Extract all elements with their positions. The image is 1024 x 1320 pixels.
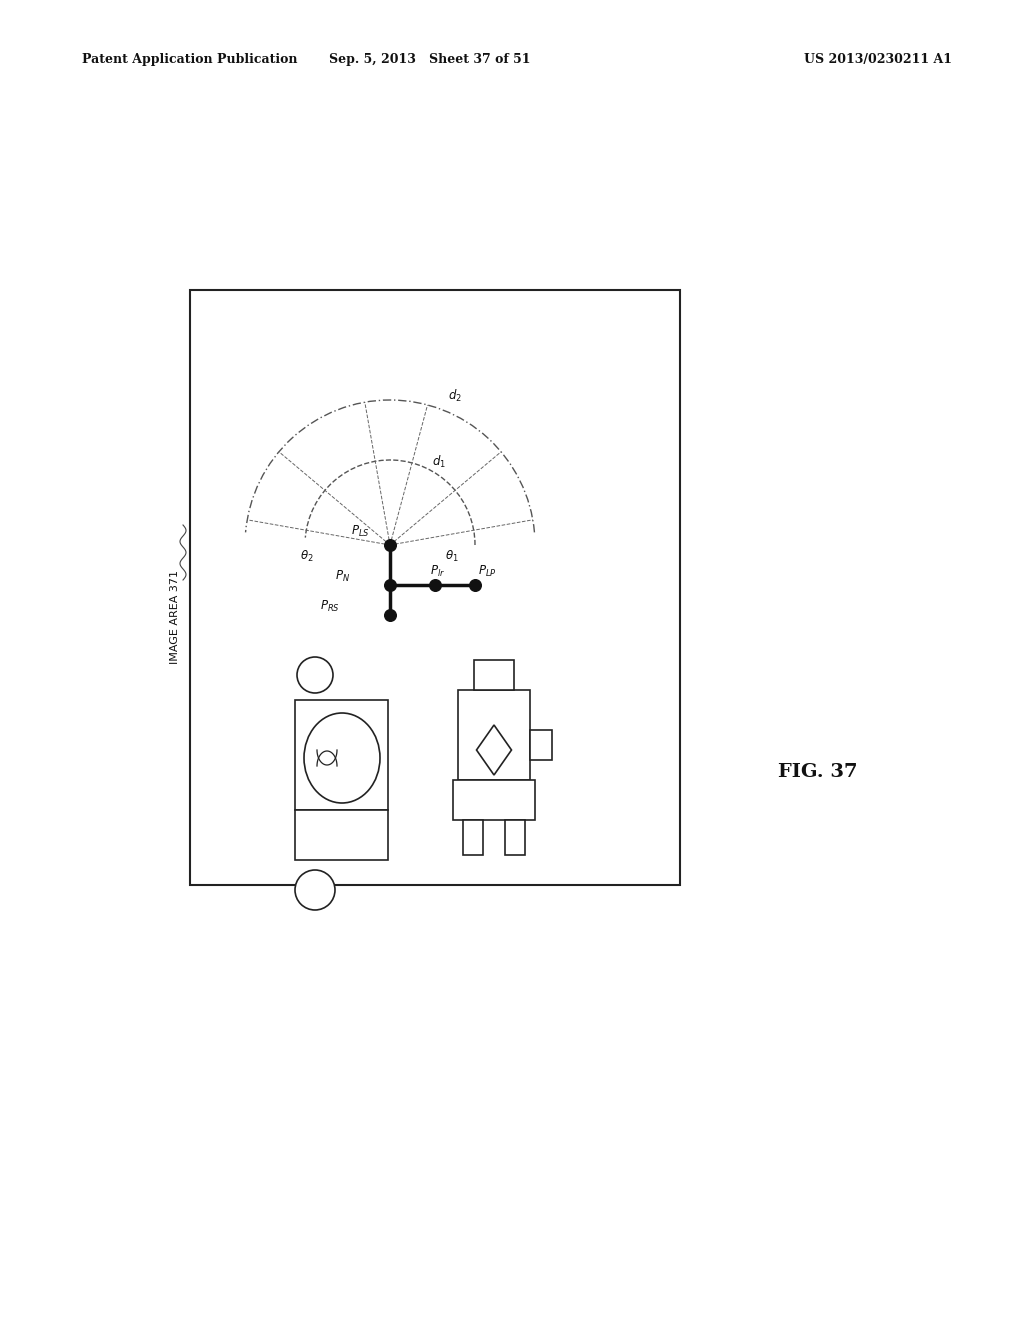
Text: $\theta_2$: $\theta_2$ bbox=[300, 549, 313, 564]
Point bbox=[382, 574, 398, 595]
Polygon shape bbox=[476, 725, 512, 775]
Bar bbox=[530, 730, 552, 760]
Circle shape bbox=[295, 870, 335, 909]
Bar bbox=[295, 810, 388, 861]
Text: Patent Application Publication: Patent Application Publication bbox=[82, 53, 297, 66]
Bar bbox=[453, 780, 535, 820]
Text: IMAGE AREA 371: IMAGE AREA 371 bbox=[170, 570, 180, 664]
Point bbox=[382, 535, 398, 556]
Bar bbox=[458, 690, 530, 780]
Ellipse shape bbox=[304, 713, 380, 803]
Circle shape bbox=[297, 657, 333, 693]
Point bbox=[427, 574, 443, 595]
Text: FIG. 37: FIG. 37 bbox=[778, 763, 858, 781]
Point bbox=[382, 605, 398, 626]
Text: Sep. 5, 2013   Sheet 37 of 51: Sep. 5, 2013 Sheet 37 of 51 bbox=[330, 53, 530, 66]
Text: $P_N$: $P_N$ bbox=[335, 569, 350, 583]
Bar bbox=[190, 290, 680, 884]
Text: US 2013/0230211 A1: US 2013/0230211 A1 bbox=[804, 53, 952, 66]
Bar bbox=[474, 660, 514, 690]
Text: $d_2$: $d_2$ bbox=[449, 388, 462, 404]
Point bbox=[467, 574, 483, 595]
Text: $P_{RS}$: $P_{RS}$ bbox=[321, 599, 340, 614]
Text: $d_1$: $d_1$ bbox=[432, 454, 446, 470]
Text: $\theta_1$: $\theta_1$ bbox=[445, 549, 459, 564]
Text: $P_{LP}$: $P_{LP}$ bbox=[478, 564, 497, 579]
Bar bbox=[295, 700, 388, 810]
Bar bbox=[463, 820, 483, 855]
Bar bbox=[505, 820, 525, 855]
Text: $P_{LS}$: $P_{LS}$ bbox=[350, 524, 370, 539]
Text: $P_{lr}$: $P_{lr}$ bbox=[430, 564, 445, 579]
